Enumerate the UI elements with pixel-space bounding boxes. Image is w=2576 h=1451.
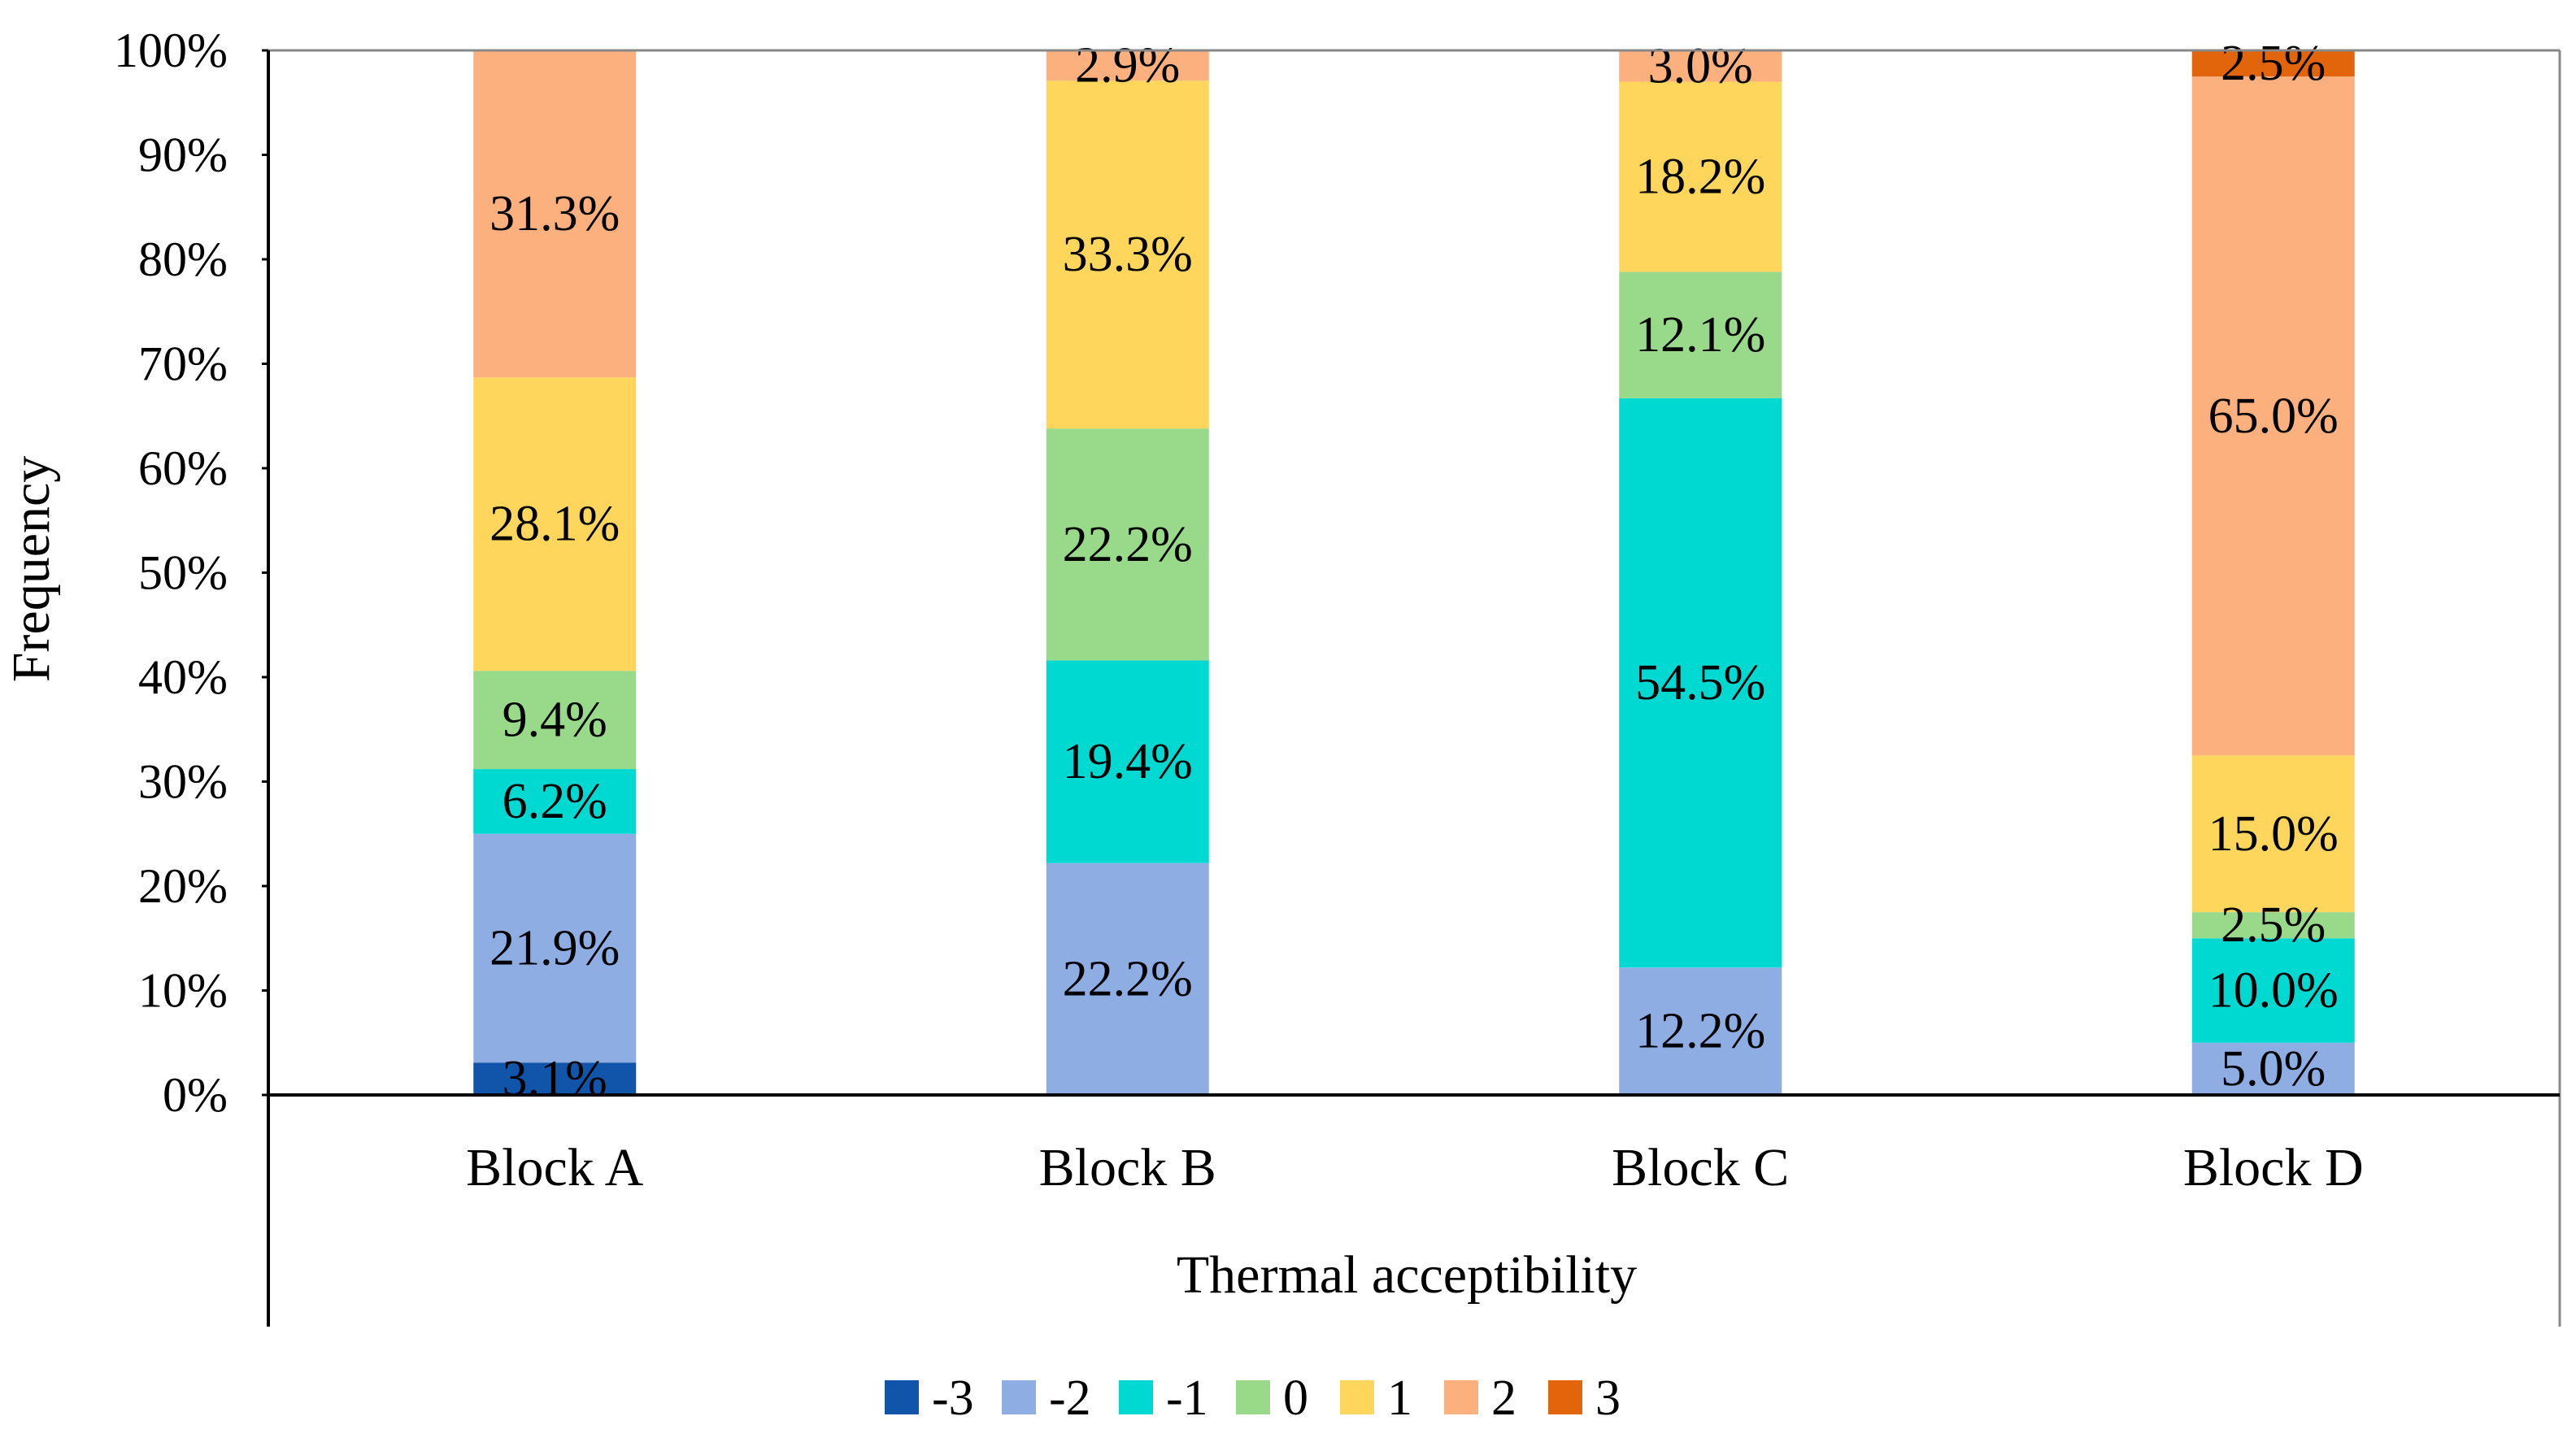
bar-segment — [473, 833, 637, 1063]
data-label: 19.4% — [1063, 734, 1193, 789]
data-label: 54.5% — [1635, 655, 1765, 710]
y-tick-label: 50% — [138, 546, 228, 600]
bar-segment — [473, 1062, 637, 1095]
bar-segment — [473, 671, 637, 770]
y-tick-label: 70% — [138, 337, 228, 391]
data-labels: 3.1% 21.9% 6.2% 9.4% 28.1% 31.3% 22.2% 19.4% 22.… — [490, 36, 2339, 1106]
data-label: 2.5% — [2221, 36, 2326, 91]
legend-label: 2 — [1491, 1371, 1516, 1426]
x-category-label: Block D — [2183, 1138, 2364, 1197]
bar-segment — [2191, 76, 2355, 756]
legend-label: -3 — [932, 1371, 974, 1426]
y-tick-label: 0% — [163, 1068, 228, 1122]
bar-segment — [473, 50, 637, 378]
data-label: 22.2% — [1063, 517, 1193, 572]
bar-segment — [1046, 80, 1209, 429]
bar-segment — [1619, 81, 1782, 272]
y-axis-ticks: 0% 10% 20% 30% 40% 50% 60% 70% 80% 90% 100% — [114, 24, 268, 1122]
x-axis-label: Thermal acceptibility — [1177, 1245, 1637, 1305]
bar-segment — [1619, 398, 1782, 968]
bar-segment — [1619, 272, 1782, 398]
data-label: 12.2% — [1635, 1004, 1765, 1059]
bar-segment — [2191, 1042, 2355, 1095]
data-label: 3.0% — [1648, 38, 1753, 93]
x-axis-categories: Block A Block B Block C Block D — [466, 1138, 2364, 1197]
y-tick-label: 20% — [138, 859, 228, 913]
y-tick-label: 100% — [114, 24, 228, 77]
data-label: 28.1% — [490, 497, 620, 552]
plot-frame — [267, 49, 2561, 1327]
data-label: 22.2% — [1063, 951, 1193, 1006]
y-tick-label: 40% — [138, 650, 228, 704]
bar-segment — [473, 769, 637, 834]
y-axis-title: Frequency — [2, 456, 61, 683]
y-tick-label: 30% — [138, 755, 228, 809]
bar-segment — [1046, 660, 1209, 863]
bar-segment — [2191, 912, 2355, 939]
data-label: 10.0% — [2208, 963, 2339, 1019]
bar-segment — [1046, 50, 1209, 81]
legend-swatch — [1548, 1380, 1582, 1414]
legend-swatch — [1236, 1380, 1270, 1414]
x-category-label: Block C — [1612, 1138, 1789, 1197]
bar-segment — [2191, 938, 2355, 1043]
legend-swatch — [1119, 1380, 1153, 1414]
data-label: 9.4% — [503, 693, 607, 748]
data-label: 21.9% — [490, 920, 620, 975]
data-label: 33.3% — [1063, 227, 1193, 282]
y-axis-label: Frequency — [2, 456, 61, 683]
x-category-label: Block A — [466, 1138, 644, 1197]
data-label: 12.1% — [1635, 307, 1765, 363]
data-label: 2.9% — [1075, 38, 1180, 93]
data-label: 3.1% — [503, 1051, 607, 1106]
y-tick-label: 90% — [138, 128, 228, 182]
legend: -3 -2 -1 0 1 2 3 — [885, 1371, 1621, 1426]
legend-label: 0 — [1283, 1371, 1308, 1426]
legend-swatch — [1340, 1380, 1374, 1414]
bar-segment — [1046, 428, 1209, 661]
bar-segment — [1619, 50, 1782, 82]
x-category-label: Block B — [1039, 1138, 1216, 1197]
legend-swatch — [1444, 1380, 1478, 1414]
data-label: 31.3% — [490, 186, 620, 241]
y-tick-label: 80% — [138, 232, 228, 286]
legend-swatch — [1002, 1380, 1036, 1414]
legend-swatch — [885, 1380, 919, 1414]
bar-segment — [2191, 755, 2355, 913]
data-label: 6.2% — [503, 774, 607, 829]
legend-label: 3 — [1595, 1371, 1621, 1426]
legend-label: 1 — [1387, 1371, 1412, 1426]
bar-segment — [1619, 967, 1782, 1095]
bars — [473, 50, 2355, 1095]
data-label: 5.0% — [2221, 1041, 2326, 1097]
data-label: 65.0% — [2208, 389, 2339, 444]
legend-label: -1 — [1166, 1371, 1208, 1426]
bar-segment — [1046, 862, 1209, 1095]
bar-segment — [473, 377, 637, 671]
y-tick-label: 10% — [138, 964, 228, 1018]
y-tick-label: 60% — [138, 441, 228, 495]
legend-label: -2 — [1049, 1371, 1091, 1426]
data-label: 2.5% — [2221, 897, 2326, 953]
bar-segment — [2191, 50, 2355, 77]
data-label: 15.0% — [2208, 806, 2339, 862]
data-label: 18.2% — [1635, 149, 1765, 204]
